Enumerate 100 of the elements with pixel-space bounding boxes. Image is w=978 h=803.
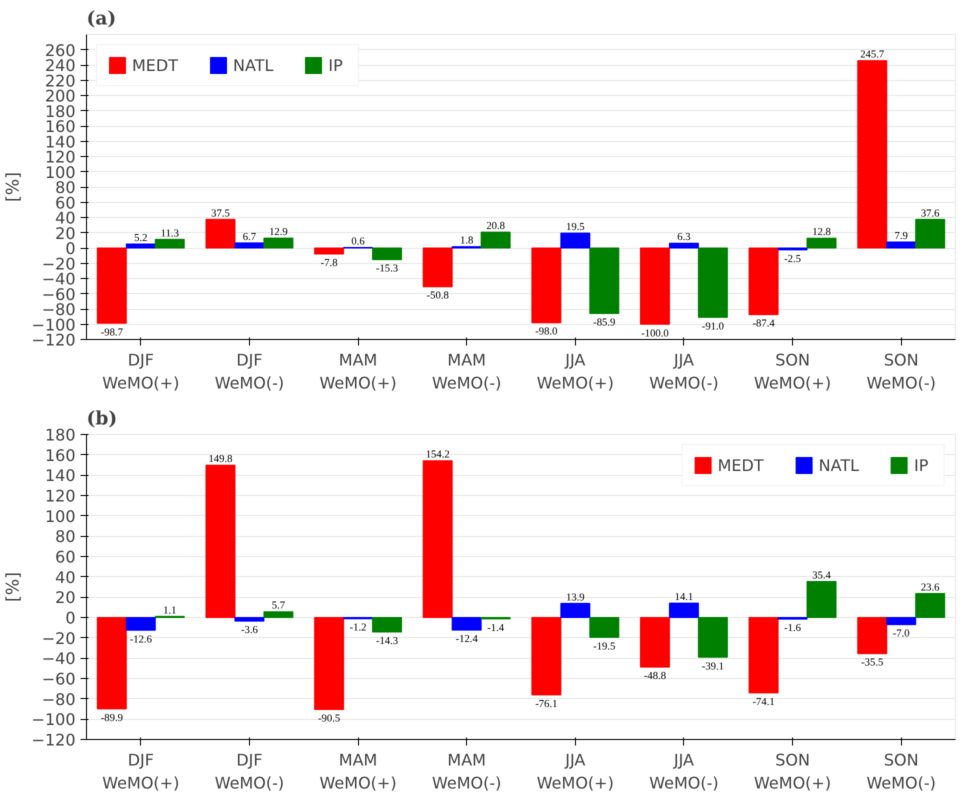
bar bbox=[234, 617, 264, 622]
bar bbox=[452, 617, 482, 631]
legend-label: MEDT bbox=[132, 56, 178, 74]
y-axis-title: [%] bbox=[4, 172, 24, 202]
x-tick-label: SON WeMO(-) bbox=[866, 750, 936, 792]
data-label: 1.8 bbox=[460, 236, 474, 247]
data-label: -3.6 bbox=[241, 625, 259, 636]
data-label: 6.3 bbox=[677, 232, 691, 244]
legend-label: NATL bbox=[818, 456, 859, 474]
bar bbox=[698, 617, 728, 658]
data-label: 0.6 bbox=[351, 236, 366, 248]
data-label: -15.3 bbox=[376, 264, 398, 275]
bar bbox=[205, 218, 236, 248]
bar bbox=[422, 460, 453, 618]
data-label: -90.5 bbox=[318, 714, 340, 725]
y-tick-label: 140 bbox=[44, 466, 76, 486]
x-tick-label: MAM WeMO(-) bbox=[432, 350, 502, 392]
data-label: 12.9 bbox=[269, 227, 288, 238]
data-label: 11.3 bbox=[160, 228, 179, 240]
bar bbox=[589, 248, 620, 314]
x-tick-label: DJF WeMO(-) bbox=[214, 750, 284, 792]
data-label: -91.0 bbox=[702, 321, 724, 332]
bar bbox=[640, 248, 670, 325]
bar bbox=[806, 581, 837, 618]
x-tick-label: MAM WeMO(+) bbox=[320, 750, 397, 792]
x-tick-label: MAM WeMO(-) bbox=[432, 750, 502, 792]
data-label: 20.8 bbox=[486, 221, 505, 232]
data-label: 154.2 bbox=[426, 450, 450, 461]
chart-title: (b) bbox=[86, 408, 118, 430]
bar bbox=[96, 248, 127, 324]
y-tick-label: 40 bbox=[55, 568, 76, 587]
y-tick-label: 180 bbox=[44, 426, 76, 444]
chart-title: (a) bbox=[86, 8, 116, 30]
data-label: -12.6 bbox=[130, 634, 153, 646]
bar bbox=[857, 60, 888, 248]
data-label: -1.2 bbox=[350, 622, 367, 634]
x-tick-label: JJA WeMO(+) bbox=[536, 750, 614, 792]
bar bbox=[531, 248, 562, 324]
data-label: -85.9 bbox=[593, 318, 616, 328]
bar bbox=[915, 218, 946, 248]
y-tick-label: 120 bbox=[44, 486, 76, 506]
x-tick-label: DJF WeMO(+) bbox=[102, 750, 180, 792]
data-label: 35.4 bbox=[812, 570, 832, 582]
y-tick-label: −120 bbox=[32, 730, 76, 750]
data-label: -7.0 bbox=[892, 628, 910, 640]
data-label: 12.8 bbox=[812, 227, 831, 238]
bar bbox=[640, 617, 670, 668]
data-label: 37.6 bbox=[920, 208, 940, 220]
data-label: -14.3 bbox=[376, 636, 398, 648]
bar bbox=[480, 232, 511, 248]
bar bbox=[886, 617, 916, 626]
data-label: 14.1 bbox=[674, 592, 694, 604]
bar bbox=[372, 617, 402, 633]
bar bbox=[748, 617, 779, 694]
x-tick-label: JJA WeMO(-) bbox=[649, 350, 719, 392]
y-tick-label: 20 bbox=[55, 588, 76, 608]
bar bbox=[560, 602, 590, 618]
bar bbox=[698, 248, 728, 318]
bar bbox=[314, 617, 344, 710]
bar bbox=[560, 232, 590, 248]
data-label: -74.1 bbox=[752, 696, 775, 708]
data-label: -89.9 bbox=[100, 712, 123, 724]
y-axis-title: [%] bbox=[4, 572, 24, 602]
bar bbox=[668, 602, 699, 618]
data-label: 23.6 bbox=[920, 582, 940, 594]
bar bbox=[886, 241, 916, 248]
data-label: 6.7 bbox=[242, 232, 257, 243]
bar bbox=[263, 238, 294, 248]
data-label: 7.9 bbox=[894, 230, 908, 242]
data-label: -50.8 bbox=[426, 290, 449, 302]
y-tick-label: −60 bbox=[42, 670, 76, 688]
data-label: 1.1 bbox=[163, 605, 176, 616]
data-label: -7.8 bbox=[320, 258, 338, 269]
x-tick-label: SON WeMO(+) bbox=[754, 750, 832, 792]
data-label: -2.5 bbox=[784, 254, 802, 265]
y-tick-label: 100 bbox=[44, 506, 76, 526]
data-label: -1.6 bbox=[784, 623, 802, 634]
data-label: 149.8 bbox=[208, 454, 232, 466]
data-label: -87.4 bbox=[752, 318, 776, 330]
data-label: 5.7 bbox=[272, 600, 286, 612]
x-tick-label: SON WeMO(-) bbox=[866, 350, 936, 392]
y-tick-label: 80 bbox=[55, 527, 76, 546]
legend-label: NATL bbox=[233, 56, 274, 74]
data-label: 19.5 bbox=[566, 222, 585, 234]
bar bbox=[126, 244, 156, 248]
bar bbox=[126, 617, 156, 631]
y-tick-label: 160 bbox=[44, 446, 76, 465]
x-tick-label: SON WeMO(+) bbox=[754, 350, 832, 392]
bar bbox=[96, 617, 127, 710]
bar bbox=[154, 238, 185, 248]
bar bbox=[748, 248, 779, 316]
bar bbox=[234, 242, 264, 248]
legend-label: MEDT bbox=[718, 456, 764, 474]
bar bbox=[806, 238, 837, 248]
data-label: 37.5 bbox=[211, 208, 230, 220]
y-tick-label: −20 bbox=[42, 628, 76, 648]
x-tick-label: DJF WeMO(+) bbox=[102, 350, 180, 392]
y-tick-label: −80 bbox=[42, 690, 76, 709]
x-tick-label: JJA WeMO(+) bbox=[536, 350, 614, 392]
legend-label: IP bbox=[914, 456, 930, 474]
